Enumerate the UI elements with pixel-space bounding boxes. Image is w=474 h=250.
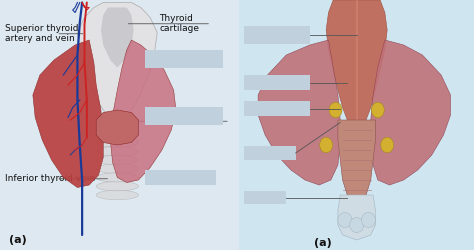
Ellipse shape [96, 190, 138, 200]
Text: (a): (a) [314, 238, 332, 248]
Ellipse shape [96, 138, 138, 147]
Polygon shape [110, 40, 176, 182]
FancyBboxPatch shape [239, 0, 474, 250]
Ellipse shape [329, 102, 342, 118]
FancyBboxPatch shape [244, 75, 310, 90]
FancyBboxPatch shape [146, 50, 223, 68]
FancyBboxPatch shape [244, 26, 310, 44]
Ellipse shape [338, 212, 352, 228]
Polygon shape [96, 110, 138, 145]
FancyBboxPatch shape [146, 108, 223, 125]
Ellipse shape [371, 102, 384, 118]
Ellipse shape [350, 218, 364, 232]
Text: Isthmus: Isthmus [178, 117, 214, 126]
FancyBboxPatch shape [0, 0, 235, 250]
Polygon shape [326, 0, 387, 125]
Ellipse shape [96, 120, 138, 130]
Ellipse shape [96, 173, 138, 182]
Text: Inferior thyroid vein: Inferior thyroid vein [5, 174, 95, 183]
Ellipse shape [96, 129, 138, 138]
Ellipse shape [96, 182, 138, 191]
Polygon shape [77, 2, 157, 117]
Polygon shape [338, 195, 375, 240]
Polygon shape [33, 40, 103, 188]
Ellipse shape [361, 212, 375, 228]
Ellipse shape [96, 155, 138, 165]
Text: (a): (a) [9, 235, 27, 245]
FancyBboxPatch shape [244, 101, 310, 116]
FancyBboxPatch shape [244, 146, 296, 160]
Ellipse shape [320, 137, 333, 153]
Polygon shape [258, 40, 340, 185]
FancyBboxPatch shape [146, 170, 216, 185]
Ellipse shape [96, 146, 138, 156]
Ellipse shape [381, 137, 393, 153]
FancyBboxPatch shape [244, 191, 286, 204]
Polygon shape [101, 8, 134, 68]
Ellipse shape [96, 164, 138, 173]
Polygon shape [338, 120, 375, 200]
Text: Thyroid
cartilage: Thyroid cartilage [160, 14, 200, 34]
Text: Superior thyroid
artery and vein: Superior thyroid artery and vein [5, 24, 78, 44]
Polygon shape [371, 40, 450, 185]
